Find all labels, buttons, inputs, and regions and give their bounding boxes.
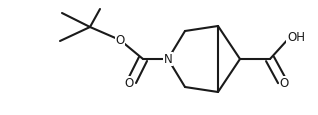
Text: O: O — [280, 77, 289, 90]
Text: O: O — [115, 34, 125, 47]
Text: N: N — [164, 53, 172, 66]
Text: O: O — [124, 77, 134, 90]
Text: OH: OH — [287, 31, 305, 44]
